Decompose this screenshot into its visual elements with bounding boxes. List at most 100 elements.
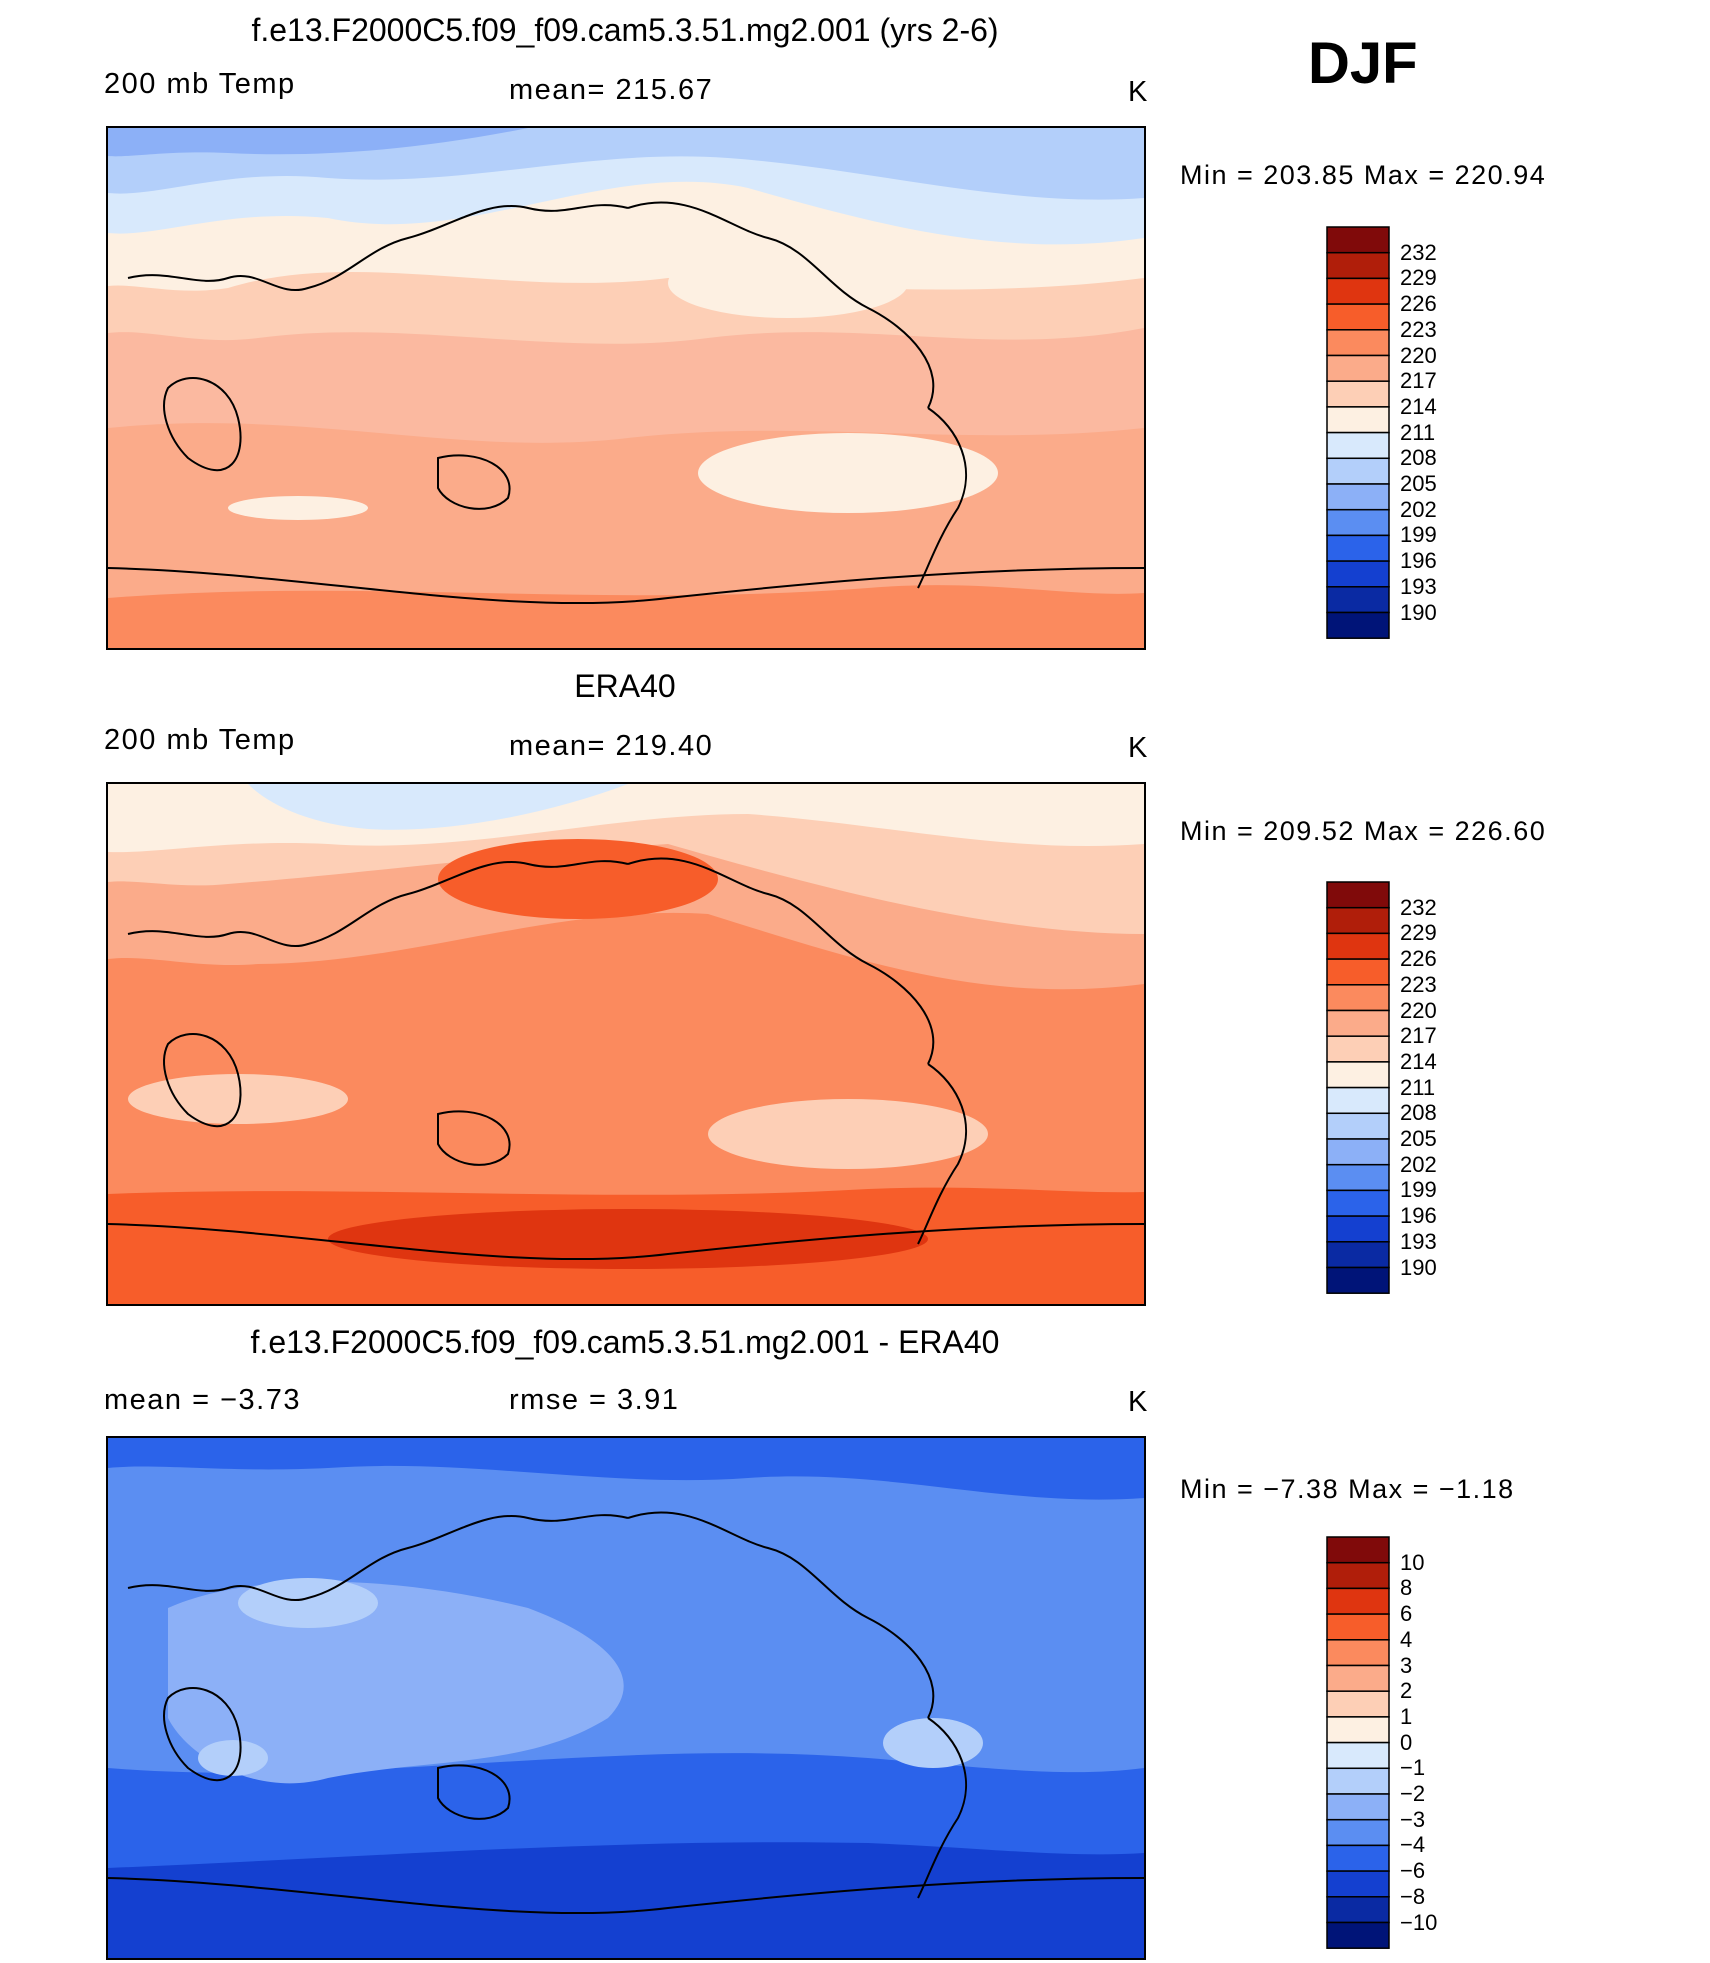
colorbar-tick-label: 223 [1400, 316, 1437, 342]
colorbar-segment [1326, 406, 1390, 434]
panel2-tropical-minimum [708, 1099, 988, 1169]
colorbar-segment [1326, 1241, 1390, 1269]
panel2-contour-208 [248, 784, 628, 830]
colorbar-swatches [1326, 1536, 1390, 1949]
colorbar-segment [1326, 1086, 1390, 1115]
colorbar-segment [1326, 226, 1390, 254]
panel1-variable-label: 200 mb Temp [104, 68, 296, 100]
colorbar-segment [1326, 1716, 1390, 1744]
colorbar-tick-label: 1 [1400, 1703, 1413, 1729]
colorbar-segment [1326, 881, 1390, 909]
colorbar-tick-label: 220 [1400, 342, 1437, 368]
panel3-rmse-label: rmse = 3.91 [509, 1384, 680, 1416]
panel2-contour-226 [328, 1209, 928, 1269]
colorbar-tick-label: 6 [1400, 1601, 1413, 1627]
colorbar-segment [1326, 1189, 1390, 1217]
colorbar-tick-label: 193 [1400, 573, 1437, 599]
colorbar-tick-label: −1 [1400, 1755, 1426, 1781]
colorbar-tick-label: 0 [1400, 1729, 1413, 1755]
panel2-pacific-maximum [438, 839, 718, 919]
colorbar-tick-label: 211 [1400, 419, 1436, 445]
colorbar-swatches [1326, 226, 1390, 639]
panel3-coast-antarctica [108, 1877, 1144, 1915]
panel3-units-label: K [1128, 1386, 1149, 1418]
colorbar-segment [1326, 1163, 1390, 1192]
panel3-asia-maximum [238, 1578, 378, 1628]
panel1-coast-eurasia [127, 204, 629, 291]
panel3-contour-minus3 [168, 1581, 624, 1784]
colorbar-segment [1326, 277, 1390, 305]
colorbar-tick-label: 229 [1400, 265, 1437, 291]
panel2-min-max: Min = 209.52 Max = 226.60 [1180, 816, 1547, 846]
colorbar-segment [1326, 1844, 1390, 1872]
colorbar-tick-label: 223 [1400, 971, 1437, 997]
colorbar-segment [1326, 251, 1390, 280]
panel2-coast-africa [163, 1033, 242, 1128]
colorbar-tick-label: 208 [1400, 445, 1437, 471]
panel1-contour-220 [108, 585, 1144, 648]
panel3-coast-south-america [917, 1717, 967, 1899]
panel1-tropical-minimum [698, 433, 998, 513]
panel2-coast-eurasia [127, 860, 629, 947]
panel3-min-max: Min = −7.38 Max = −1.18 [1180, 1474, 1515, 1504]
colorbar-segment [1326, 1061, 1390, 1089]
colorbar-segment [1326, 1639, 1390, 1667]
colorbar-tick-label: 202 [1400, 1151, 1437, 1177]
colorbar-segment [1326, 1664, 1390, 1692]
colorbar-tick-label: 196 [1400, 548, 1437, 574]
colorbar-segment [1326, 329, 1390, 357]
panel2-variable-label: 200 mb Temp [104, 724, 296, 756]
colorbar-tick-label: 226 [1400, 946, 1437, 972]
panel1-pacific-minimum [668, 248, 908, 318]
colorbar-tick-label: 196 [1400, 1203, 1437, 1229]
colorbar-segment [1326, 1741, 1390, 1770]
colorbar-tick-label: 208 [1400, 1100, 1437, 1126]
colorbar-segment [1326, 958, 1390, 986]
panel3-coastlines [108, 1511, 1144, 1915]
colorbar-segment [1326, 534, 1390, 562]
colorbar-tick-label: 220 [1400, 997, 1437, 1023]
panel1-contour-202 [108, 128, 528, 157]
colorbar-tick-label: 214 [1400, 1048, 1437, 1074]
season-label: DJF [1308, 31, 1418, 96]
colorbar-tick-label: 190 [1400, 1254, 1437, 1280]
colorbar-tick-label: 205 [1400, 1126, 1437, 1151]
panel1-coast-africa [163, 377, 242, 472]
panel3-contour-minus8 [108, 1842, 1144, 1958]
colorbar-tick-label: 205 [1400, 471, 1437, 496]
colorbar-segment [1326, 1587, 1390, 1615]
panel1-coast-antarctica [108, 567, 1144, 605]
colorbar-segment [1326, 1793, 1390, 1821]
colorbar-segment [1326, 431, 1390, 460]
panel2-coastlines [108, 857, 1144, 1261]
panel3-coast-north-america [627, 1511, 935, 1719]
panel3-map [106, 1436, 1146, 1960]
colorbar-tick-label: −2 [1400, 1781, 1426, 1806]
panel3-coast-eurasia [127, 1514, 629, 1601]
colorbar-segment [1326, 483, 1390, 511]
panel1-map [106, 126, 1146, 650]
colorbar-tick-label: 3 [1400, 1652, 1413, 1678]
colorbar-segment [1326, 1561, 1390, 1590]
colorbar-tick-label: 214 [1400, 393, 1437, 419]
colorbar-segment [1326, 1818, 1390, 1847]
colorbar-tick-label: −4 [1400, 1832, 1426, 1858]
panel2-coast-antarctica [108, 1223, 1144, 1261]
colorbar-segment [1326, 1921, 1390, 1949]
panel3-contour-plot [108, 1438, 1144, 1958]
colorbar-tick-label: −6 [1400, 1858, 1426, 1884]
panel3-coast-australia [437, 1764, 511, 1820]
panel3-mean-label: mean = −3.73 [104, 1384, 301, 1416]
panel1-min-max: Min = 203.85 Max = 220.94 [1180, 160, 1547, 190]
colorbar-segment [1326, 1536, 1390, 1564]
colorbar-tick-label: 217 [1400, 368, 1437, 394]
colorbar-segment [1326, 303, 1390, 331]
panel1-contour-plot [108, 128, 1144, 648]
panel2-mean-label: mean= 219.40 [509, 730, 714, 762]
colorbar-tick-label: −3 [1400, 1806, 1426, 1832]
colorbar-segment [1326, 1896, 1390, 1924]
colorbar-segment [1326, 1215, 1390, 1243]
panel1-south-indian-minimum [228, 496, 368, 520]
colorbar-swatches [1326, 881, 1390, 1294]
colorbar-tick-label: 211 [1400, 1074, 1436, 1100]
